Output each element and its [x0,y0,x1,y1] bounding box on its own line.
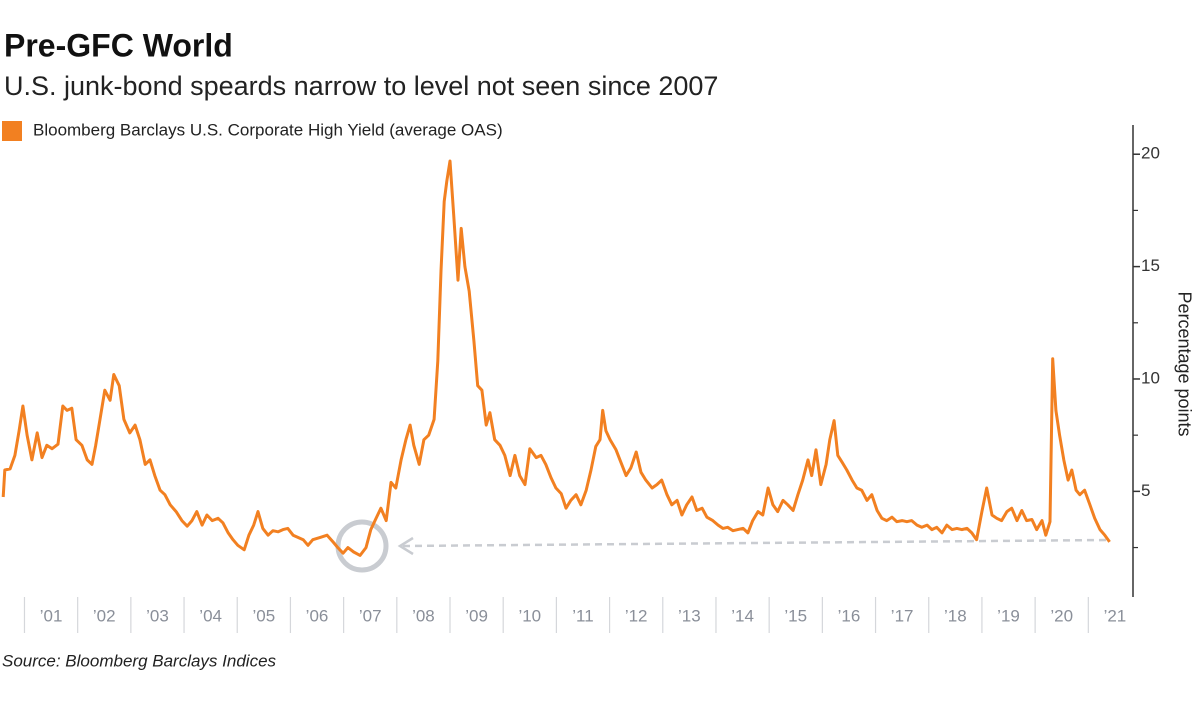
data-line [1,159,1111,557]
x-tick-label: ’13 [678,606,701,625]
x-tick-label: ’06 [306,606,329,625]
x-tick-label: ’18 [944,606,967,625]
x-tick-label: ’03 [146,606,169,625]
x-tick-label: ’07 [359,606,382,625]
y-tick-label: 5 [1141,481,1150,500]
x-tick-label: ’20 [1050,606,1073,625]
x-tick-label: ’08 [412,606,435,625]
x-tick-label: ’16 [838,606,861,625]
x-tick-label: ’11 [572,606,593,625]
legend-swatch [2,121,22,141]
x-tick-label: ’10 [518,606,541,625]
legend-label: Bloomberg Barclays U.S. Corporate High Y… [33,120,503,139]
x-tick-label: ’15 [784,606,807,625]
chart-subtitle: U.S. junk-bond speards narrow to level n… [4,71,718,101]
reference-dash [402,538,1109,548]
y-tick-label: 20 [1141,144,1160,163]
x-tick-label: ’01 [40,606,63,625]
x-tick-label: ’21 [1104,606,1127,625]
chart-title: Pre-GFC World [4,27,233,63]
x-tick-label: ’17 [891,606,914,625]
x-tick-label: ’05 [252,606,275,625]
x-tick-label: ’14 [731,606,754,625]
x-tick-label: ’12 [625,606,648,625]
y-tick-label: 15 [1141,256,1160,275]
x-tick-label: ’19 [997,606,1020,625]
highlight-circle [335,519,389,573]
x-tick-label: ’09 [465,606,488,625]
y-axis-label: Percentage points [1174,291,1194,436]
x-tick-label: ’04 [199,606,222,625]
arrow-head [397,536,414,556]
y-tick-label: 10 [1141,368,1160,387]
x-tick-label: ’02 [93,606,116,625]
source-note: Source: Bloomberg Barclays Indices [2,651,277,670]
